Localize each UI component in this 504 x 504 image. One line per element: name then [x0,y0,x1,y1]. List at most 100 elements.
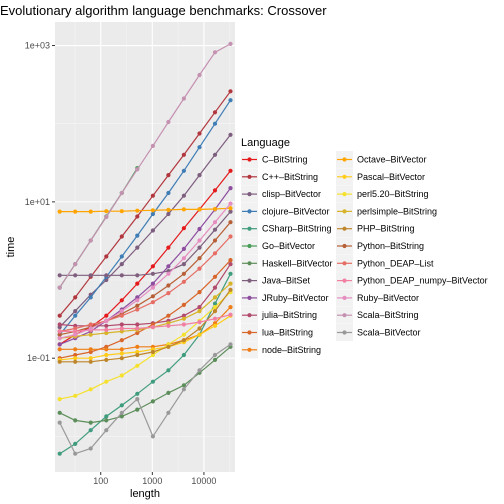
series-line [59,99,232,336]
data-point [181,387,186,392]
data-point [88,359,93,364]
data-point [73,313,78,318]
data-point [166,173,171,178]
series-line [59,263,232,327]
data-point [212,323,218,328]
data-point [181,316,186,321]
data-point [104,209,109,214]
data-point [228,89,233,94]
series-ruby-bitvector [57,201,233,341]
data-point [150,294,155,299]
data-point [104,357,109,362]
data-point [228,98,233,103]
axis-ticks: 100 1000 10000 1e-01 1e+01 1e+03 [25,41,217,486]
data-point [228,220,233,225]
data-point [181,332,186,337]
data-point [73,418,78,423]
data-point [73,451,78,456]
data-point [73,326,78,331]
legend-label: Python_DEAP–List [357,258,434,268]
data-point [73,295,78,300]
data-point [181,168,186,173]
data-point [119,329,124,334]
data-point [104,330,109,336]
data-point [150,208,155,213]
data-point [181,256,186,261]
series-layer [57,41,233,456]
series-clisp-bitvector [57,132,233,330]
data-point [150,271,155,276]
data-point [150,399,155,404]
data-point [212,274,218,279]
legend-label: clisp–BitVector [262,189,321,199]
data-point [197,256,202,261]
data-point [57,313,62,318]
legend-key-point [342,261,347,266]
data-point [166,264,171,269]
data-point [212,352,218,358]
data-point [88,238,93,243]
data-point [119,234,124,239]
legend-label: Ruby–BitVector [357,293,419,303]
legend-item: Octave–BitVector [336,151,427,168]
legend-label: Scala–BitVector [357,328,421,338]
legend-item: perlsimple–BitString [336,202,437,220]
data-point [166,323,171,328]
x-axis-title: length [130,488,160,500]
legend-item: C–BitString [241,151,308,168]
data-point [73,393,78,398]
data-point [197,173,202,178]
data-point [228,342,233,347]
data-point [166,283,171,288]
legend-label: perlsimple–BitString [357,206,437,216]
legend-label: Scala–BitString [357,310,419,320]
data-point [73,332,78,337]
legend-label: clojure–BitVector [262,206,330,216]
series-line [59,207,231,213]
legend-item: clojure–BitVector [241,202,330,220]
data-point [150,193,155,198]
legend-item: clisp–BitVector [241,185,321,203]
legend: Language C–BitString C++–BitString clisp–B… [241,137,488,359]
data-point [150,300,155,305]
y-tick-label: 1e+03 [25,41,50,51]
data-point [135,233,140,238]
data-point [73,356,78,361]
data-point [135,298,140,303]
data-point [135,167,140,172]
data-point [119,403,124,408]
legend-item: CSharp–BitString [241,220,332,238]
chart-title: Evolutionary algorithm language benchmar… [0,3,327,18]
series-line [59,283,231,339]
data-point [212,295,218,300]
data-point [166,271,171,276]
data-point [135,407,140,412]
series-csharp-bitstring [57,271,233,456]
data-point [181,383,186,388]
data-point [228,258,233,263]
data-point [119,410,124,415]
data-point [104,418,109,423]
data-point [181,96,186,101]
legend-label: Python–BitString [357,241,424,251]
data-point [212,50,218,55]
data-point [119,313,124,318]
legend-label: node–BitString [262,345,321,355]
data-point [57,359,62,364]
data-point [150,143,155,148]
legend-item: lua–BitString [241,324,313,341]
legend-key-point [342,278,347,283]
legend-key-point [247,347,252,352]
data-point [228,312,233,317]
data-point [57,336,62,341]
legend-title: Language [241,137,290,149]
data-point [57,420,62,425]
data-point [104,414,109,419]
series-line [59,134,231,328]
data-point [166,245,171,250]
data-point [104,347,109,352]
data-point [57,285,62,290]
data-point [166,410,171,415]
data-point [212,152,218,157]
series-line [59,187,231,345]
